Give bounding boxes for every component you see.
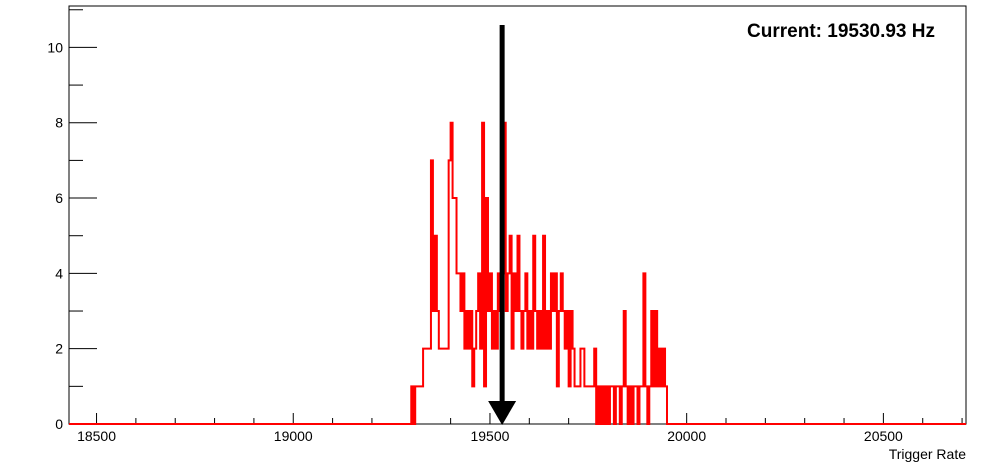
histogram-bin: [425, 349, 427, 424]
histogram-bin: [453, 198, 455, 424]
histogram-outline: [69, 121, 966, 425]
histogram-bin: [427, 349, 429, 424]
histogram-bin: [457, 273, 459, 424]
histogram-bin: [464, 349, 466, 424]
histogram-bin: [445, 349, 447, 424]
histogram-bin: [641, 386, 643, 424]
histogram-bin: [541, 349, 543, 424]
axis-ticks: 18500 19000 19500 20000 20500 0 2 4 6 8 10: [47, 9, 963, 444]
x-axis-title: Trigger Rate: [889, 446, 967, 462]
histogram-bin: [657, 386, 659, 424]
histogram-bin: [577, 386, 579, 424]
x-tick-label: 20500: [864, 428, 903, 444]
histogram-bin: [421, 386, 423, 424]
x-tick-label: 19000: [274, 428, 313, 444]
histogram-bin: [484, 386, 486, 424]
histogram-bin: [417, 386, 419, 424]
histogram-bin: [545, 349, 547, 424]
y-tick-label: 6: [55, 190, 63, 206]
y-tick-label: 8: [55, 115, 63, 131]
histogram-bin: [537, 349, 539, 424]
y-tick-label: 4: [55, 265, 63, 281]
histogram-bin: [447, 349, 449, 424]
histogram-bin: [584, 386, 586, 424]
x-tick-label: 19500: [470, 428, 509, 444]
histogram-bin: [557, 386, 559, 424]
histogram-bin: [488, 311, 490, 424]
histogram-bin: [521, 349, 523, 424]
histogram-bin: [549, 349, 551, 424]
histogram-bin: [527, 349, 529, 424]
histogram-bin: [588, 386, 590, 424]
plot-frame: [68, 5, 967, 425]
histogram-bin: [531, 349, 533, 424]
y-tick-label: 2: [55, 341, 63, 357]
histogram-bin: [439, 349, 441, 424]
current-rate-annotation: Current: 19530.93 Hz: [747, 21, 935, 42]
histogram-bin: [575, 386, 577, 424]
current-rate-arrow-head: [488, 401, 517, 425]
histogram-bin: [429, 349, 431, 424]
histogram-bin: [553, 311, 555, 424]
histogram-bin: [460, 311, 462, 424]
histogram-bin: [661, 386, 663, 424]
x-tick-label: 20000: [667, 428, 706, 444]
histogram-bin: [492, 349, 494, 424]
histogram-bin: [590, 386, 592, 424]
y-tick-label: 0: [55, 416, 63, 432]
y-tick-label: 10: [47, 39, 63, 55]
histogram-bin: [419, 386, 421, 424]
histogram-bin: [443, 349, 445, 424]
histogram-bin: [653, 386, 655, 424]
x-tick-label: 18500: [77, 428, 116, 444]
histogram-bin: [441, 349, 443, 424]
histogram-bin: [433, 311, 435, 424]
histogram-bin: [480, 349, 482, 424]
histogram-bin: [592, 386, 594, 424]
histogram-bin: [468, 349, 470, 424]
histogram-bin: [512, 349, 514, 424]
histogram-bin: [586, 386, 588, 424]
histogram-bin: [516, 311, 518, 424]
histogram-bars: [69, 121, 966, 425]
current-rate-arrow: [488, 25, 517, 425]
histogram-bin: [472, 386, 474, 424]
histogram-bin: [565, 349, 567, 424]
histogram-bin: [578, 386, 580, 424]
